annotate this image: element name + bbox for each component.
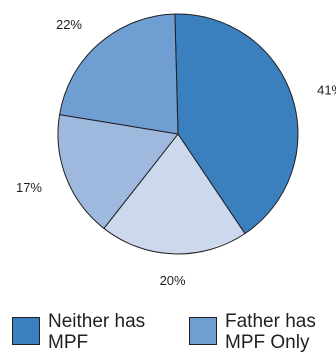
pie-label-17: 17% <box>16 180 42 195</box>
pie-chart: 41% 20% 17% 22% <box>16 13 336 288</box>
legend-swatch-neither <box>12 317 40 345</box>
pie-labels: 41% 20% 17% 22% <box>16 17 336 288</box>
pie-slice-22 <box>59 13 179 135</box>
legend-item-neither: Neither has MPF <box>12 311 158 353</box>
pie-slice-20 <box>103 133 246 255</box>
pie-label-41: 41% <box>317 83 336 98</box>
pie-slice-17 <box>57 114 179 230</box>
legend-swatch-father-only <box>189 317 217 345</box>
pie-slice-41 <box>174 13 299 235</box>
pie-slices <box>57 13 299 255</box>
pie-label-22: 22% <box>56 17 82 32</box>
legend-item-father-only: Father has MPF Only <box>189 311 335 353</box>
legend-label-neither: Neither has MPF <box>48 311 146 353</box>
pie-label-20: 20% <box>160 273 186 288</box>
legend-label-father-only: Father has MPF Only <box>225 311 316 353</box>
